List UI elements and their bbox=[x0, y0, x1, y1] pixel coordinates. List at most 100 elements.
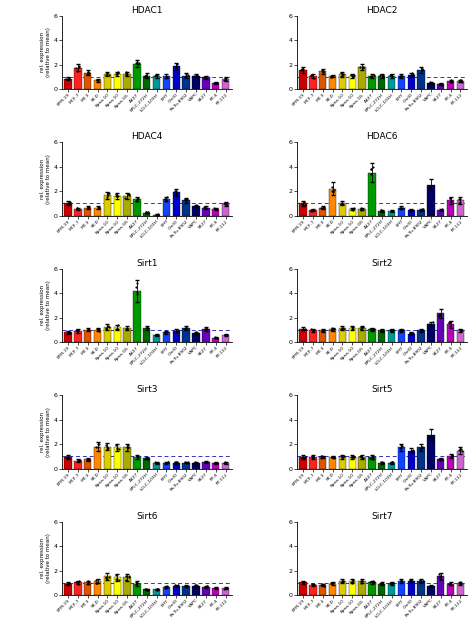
Point bbox=[222, 330, 229, 340]
Point bbox=[455, 578, 463, 588]
Point bbox=[103, 323, 110, 333]
Point bbox=[419, 576, 427, 586]
Point bbox=[162, 583, 170, 593]
Bar bbox=[182, 463, 190, 469]
Point bbox=[192, 71, 200, 81]
Bar bbox=[348, 457, 356, 469]
Point bbox=[201, 73, 209, 82]
Point bbox=[134, 290, 141, 299]
Point bbox=[456, 76, 464, 86]
Point bbox=[152, 70, 160, 80]
Point bbox=[378, 458, 386, 467]
Point bbox=[299, 325, 306, 335]
Point bbox=[359, 63, 367, 73]
Point bbox=[408, 205, 416, 215]
Point bbox=[220, 75, 228, 85]
Point bbox=[360, 322, 367, 332]
Point bbox=[202, 203, 210, 213]
Point bbox=[369, 451, 376, 461]
Point bbox=[213, 458, 220, 468]
Point bbox=[309, 453, 316, 463]
Bar bbox=[378, 583, 385, 595]
Point bbox=[337, 324, 345, 334]
Point bbox=[406, 327, 414, 337]
Point bbox=[182, 582, 190, 591]
Point bbox=[112, 69, 120, 79]
Bar bbox=[222, 463, 229, 469]
Point bbox=[210, 458, 218, 467]
Point bbox=[338, 323, 346, 333]
Point bbox=[94, 75, 102, 85]
Point bbox=[350, 203, 357, 213]
Point bbox=[397, 203, 405, 213]
Point bbox=[191, 201, 199, 211]
Point bbox=[447, 579, 454, 589]
Point bbox=[380, 579, 387, 589]
Point bbox=[349, 575, 357, 585]
Point bbox=[378, 205, 385, 215]
Point bbox=[447, 197, 455, 207]
Point bbox=[112, 324, 120, 334]
Point bbox=[418, 204, 426, 214]
Point bbox=[74, 455, 82, 465]
Bar bbox=[329, 329, 336, 342]
Bar bbox=[368, 173, 375, 216]
Bar bbox=[153, 215, 160, 216]
Bar bbox=[339, 581, 346, 595]
Point bbox=[357, 451, 365, 461]
Point bbox=[387, 325, 394, 335]
Bar bbox=[173, 331, 180, 342]
Bar bbox=[299, 70, 307, 89]
Point bbox=[327, 326, 335, 335]
Bar bbox=[153, 335, 160, 342]
Point bbox=[408, 329, 416, 339]
Point bbox=[141, 73, 149, 82]
Point bbox=[65, 327, 73, 337]
Point bbox=[397, 443, 404, 453]
Point bbox=[223, 200, 231, 210]
Title: Sirt6: Sirt6 bbox=[136, 512, 157, 521]
Point bbox=[172, 190, 179, 200]
Point bbox=[457, 326, 465, 336]
Point bbox=[94, 443, 102, 453]
Bar bbox=[457, 583, 464, 595]
Point bbox=[93, 75, 101, 85]
Point bbox=[73, 203, 81, 213]
Point bbox=[327, 578, 335, 588]
Point bbox=[308, 71, 315, 81]
Bar bbox=[408, 75, 415, 89]
Point bbox=[318, 203, 325, 213]
Point bbox=[368, 73, 376, 82]
Bar bbox=[408, 451, 415, 469]
Point bbox=[378, 578, 385, 588]
Point bbox=[349, 324, 357, 334]
Point bbox=[428, 435, 436, 445]
Point bbox=[210, 203, 218, 213]
Bar bbox=[222, 204, 229, 216]
Bar bbox=[163, 199, 170, 216]
Bar bbox=[348, 581, 356, 595]
Bar bbox=[319, 457, 327, 469]
Point bbox=[113, 324, 121, 334]
Point bbox=[161, 328, 169, 338]
Point bbox=[154, 210, 162, 219]
Point bbox=[144, 322, 151, 332]
Point bbox=[212, 332, 219, 342]
Point bbox=[183, 581, 191, 591]
Point bbox=[171, 581, 179, 591]
Point bbox=[436, 454, 444, 464]
Point bbox=[328, 578, 336, 588]
Point bbox=[438, 205, 446, 215]
Bar bbox=[329, 76, 336, 89]
Point bbox=[426, 581, 433, 591]
Point bbox=[84, 577, 92, 587]
Point bbox=[357, 575, 365, 585]
Point bbox=[457, 443, 465, 453]
Point bbox=[105, 70, 113, 80]
Point bbox=[389, 325, 397, 335]
Point bbox=[63, 453, 71, 463]
Bar bbox=[418, 581, 425, 595]
Point bbox=[63, 199, 71, 209]
Point bbox=[221, 584, 228, 594]
Point bbox=[397, 71, 404, 81]
